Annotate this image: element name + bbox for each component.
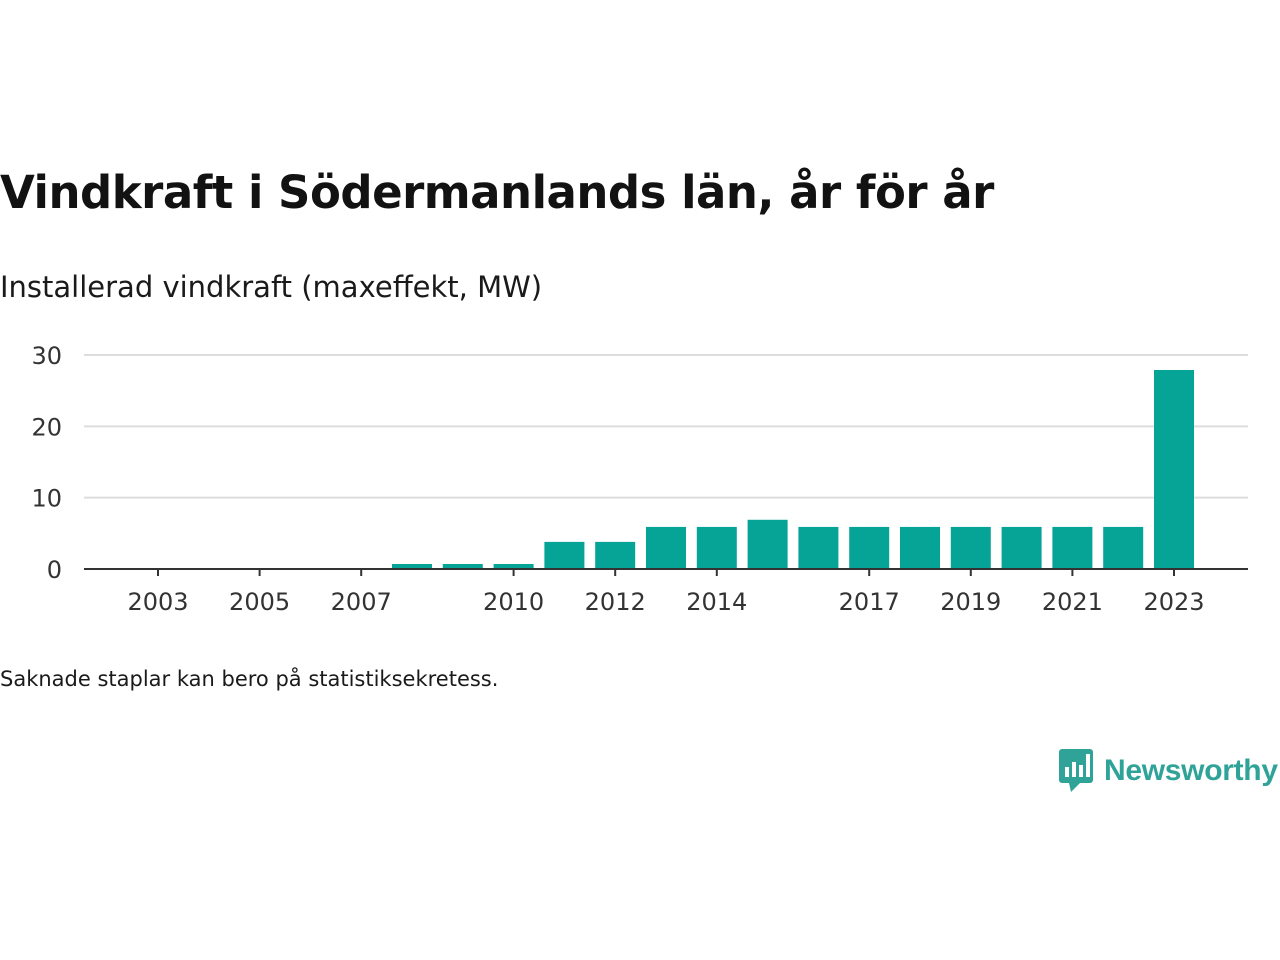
bar [442,564,483,569]
brand-name: Newsworthy [1104,754,1278,787]
bar [1052,526,1093,569]
y-tick-label: 30 [31,342,62,370]
x-tick-label: 2017 [839,588,900,616]
footnote: Saknade staplar kan bero på statistiksek… [0,667,499,691]
chart-subtitle: Installerad vindkraft (maxeffekt, MW) [0,270,543,304]
brand-logo: Newsworthy [1058,748,1278,794]
bar [1154,369,1194,569]
y-tick-label: 20 [31,413,62,441]
bar [646,526,686,569]
bar [747,519,788,569]
x-tick-label: 2021 [1042,588,1103,616]
bar [900,526,940,569]
bar [493,564,534,569]
x-tick-label: 2014 [686,588,747,616]
x-tick-label: 2019 [940,588,1001,616]
bar [595,541,636,569]
x-tick-label: 2003 [127,588,188,616]
x-tick-label: 2005 [229,588,290,616]
x-tick-label: 2023 [1143,588,1204,616]
bar [849,526,890,569]
bar [1103,526,1144,569]
bar [1001,526,1042,569]
bar [544,541,585,569]
bar [392,564,432,569]
bar-chart-speech-bubble-icon [1059,749,1093,792]
grid-lines [84,354,1248,499]
y-tick-label: 0 [47,556,62,584]
bar [950,526,991,569]
bars [392,369,1194,569]
bar [696,526,737,569]
x-tick-label: 2007 [331,588,392,616]
x-tick-label: 2010 [483,588,544,616]
y-tick-label: 10 [31,485,62,513]
axes: 0 10 20 30 2003 2005 2007 2010 2012 2014 2017 2019 2… [31,342,1248,616]
bar-chart: 0 10 20 30 2003 2005 2007 2010 2012 2014 2017 2019 2… [31,342,1248,616]
bar [798,526,839,569]
chart-title: Vindkraft i Södermanlands län, år för år [0,166,994,219]
x-tick-label: 2012 [585,588,646,616]
